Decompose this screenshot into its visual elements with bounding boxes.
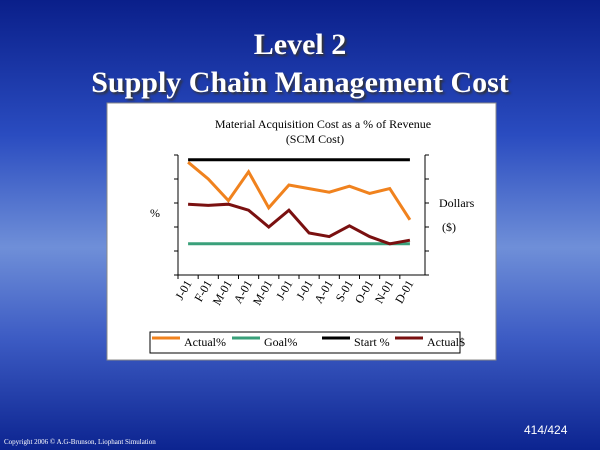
copyright: Copyright 2006 © A.G-Brunson, Liophant S…: [4, 438, 156, 446]
legend-label: Start %: [354, 335, 390, 349]
chart-title: Material Acquisition Cost as a % of Reve…: [215, 117, 431, 131]
series-line: [187, 161, 412, 221]
slide-title: Supply Chain Management Cost: [91, 66, 509, 99]
legend-label: Actual$: [427, 335, 465, 349]
y-axis-label: %: [150, 206, 160, 220]
y2-axis-label: ($): [442, 220, 456, 234]
chart-subtitle: (SCM Cost): [286, 132, 344, 146]
legend-label: Actual%: [184, 335, 226, 349]
series-line: [187, 202, 411, 246]
page-number: 414/424: [524, 423, 568, 437]
legend-label: Goal%: [264, 335, 297, 349]
slide-title: Level 2: [253, 28, 347, 61]
legend: [149, 331, 461, 354]
y2-axis-label: Dollars: [439, 196, 475, 210]
chart-area: [106, 102, 497, 361]
